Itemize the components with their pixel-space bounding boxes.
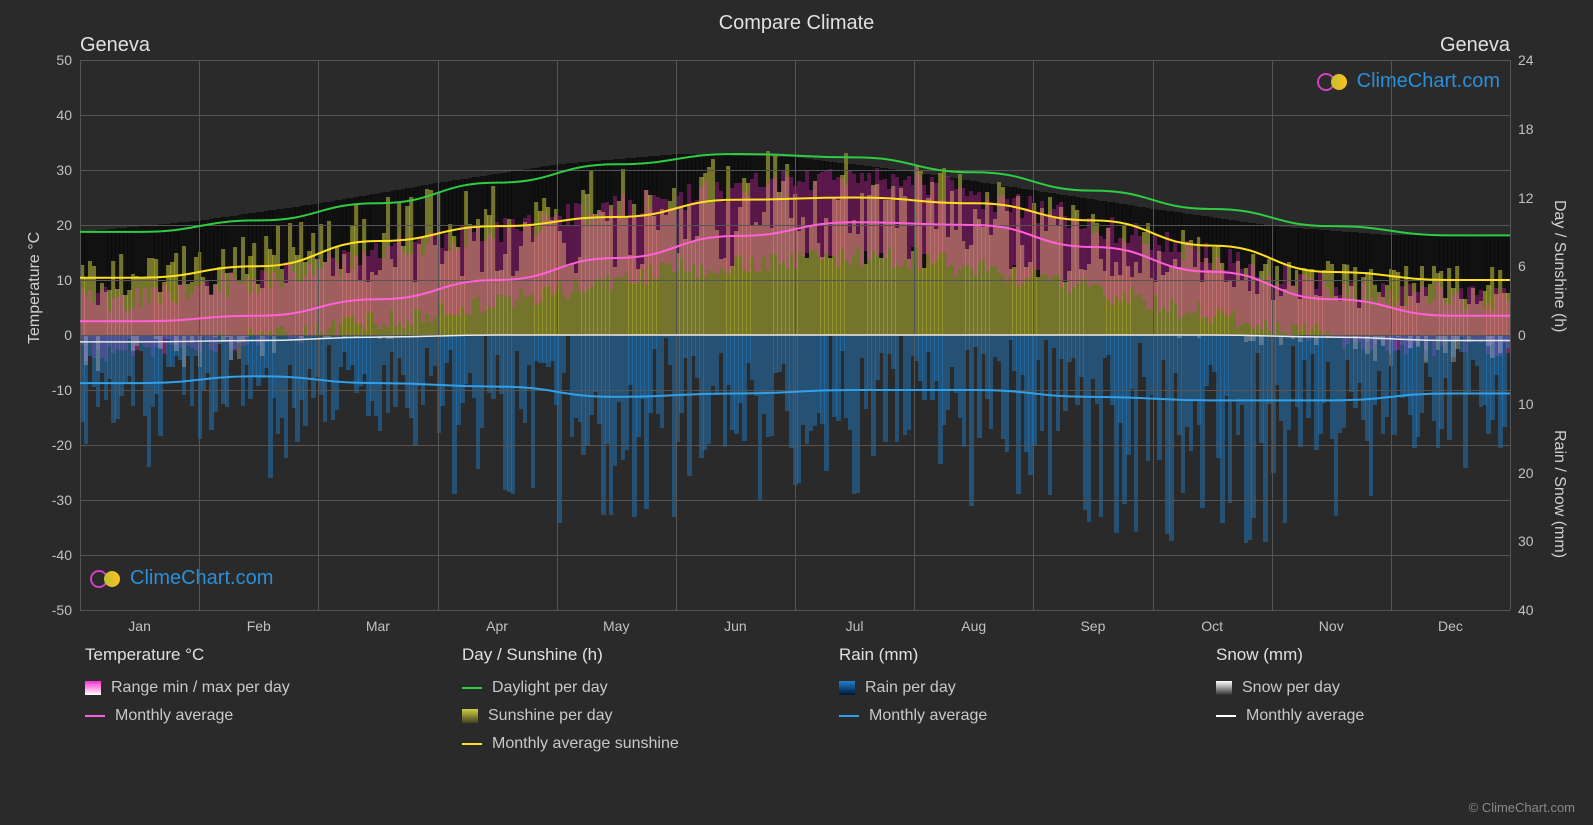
x-tick-month: Jun	[724, 610, 747, 634]
y-tick-right: 24	[1510, 52, 1534, 68]
legend-swatch	[839, 681, 855, 695]
y-axis-left-label: Temperature °C	[26, 232, 44, 344]
chart-title: Compare Climate	[0, 0, 1593, 35]
y-tick-right: 20	[1510, 465, 1534, 481]
legend-label: Range min / max per day	[111, 679, 290, 697]
legend-item: Monthly average	[1216, 707, 1533, 725]
legend-label: Rain per day	[865, 679, 956, 697]
legend-label: Snow per day	[1242, 679, 1340, 697]
legend-item: Daylight per day	[462, 679, 779, 697]
y-axis-right-top-label: Day / Sunshine (h)	[1550, 200, 1568, 333]
watermark-text: ClimeChart.com	[130, 567, 273, 590]
y-tick-left: -10	[52, 382, 80, 398]
y-tick-right: 0	[1510, 327, 1526, 343]
legend-title: Day / Sunshine (h)	[462, 645, 779, 665]
y-tick-right: 30	[1510, 533, 1534, 549]
legend-swatch	[839, 715, 859, 717]
y-tick-right: 10	[1510, 396, 1534, 412]
legend-item: Rain per day	[839, 679, 1156, 697]
x-tick-month: Dec	[1438, 610, 1463, 634]
legend-label: Monthly average sunshine	[492, 735, 679, 753]
x-tick-month: May	[603, 610, 629, 634]
legend-swatch	[85, 715, 105, 717]
x-tick-month: Mar	[366, 610, 390, 634]
legend-item: Sunshine per day	[462, 707, 779, 725]
legend-item: Monthly average	[85, 707, 402, 725]
y-tick-left: -30	[52, 492, 80, 508]
legend-item: Range min / max per day	[85, 679, 402, 697]
legend-swatch	[462, 687, 482, 689]
legend-item: Snow per day	[1216, 679, 1533, 697]
y-axis-right-bottom-label: Rain / Snow (mm)	[1550, 430, 1568, 558]
y-tick-left: 20	[56, 217, 80, 233]
x-tick-month: Feb	[247, 610, 271, 634]
legend-swatch	[1216, 681, 1232, 695]
y-tick-right: 6	[1510, 258, 1526, 274]
x-tick-month: Aug	[961, 610, 986, 634]
legend-group: Rain (mm) Rain per day Monthly average	[839, 645, 1156, 763]
legend-swatch	[462, 743, 482, 745]
x-tick-month: Jan	[128, 610, 151, 634]
y-tick-left: 40	[56, 107, 80, 123]
legend-group: Day / Sunshine (h) Daylight per day Sunshi…	[462, 645, 779, 763]
legend-swatch	[462, 709, 478, 723]
watermark-text: ClimeChart.com	[1357, 70, 1500, 93]
watermark-logo-icon	[1317, 71, 1351, 93]
legend-label: Monthly average	[115, 707, 233, 725]
y-tick-left: 10	[56, 272, 80, 288]
x-tick-month: Jul	[846, 610, 864, 634]
city-label-left: Geneva	[80, 34, 150, 57]
legend-title: Snow (mm)	[1216, 645, 1533, 665]
legend-title: Temperature °C	[85, 645, 402, 665]
legend-group: Snow (mm) Snow per day Monthly average	[1216, 645, 1533, 763]
legend-label: Monthly average	[1246, 707, 1364, 725]
legend-label: Daylight per day	[492, 679, 608, 697]
legend-item: Monthly average sunshine	[462, 735, 779, 753]
legend-swatch	[85, 681, 101, 695]
watermark-logo-icon	[90, 568, 124, 590]
x-tick-month: Oct	[1201, 610, 1223, 634]
x-tick-month: Sep	[1080, 610, 1105, 634]
legend-group: Temperature °C Range min / max per day Mon…	[85, 645, 402, 763]
y-tick-left: 30	[56, 162, 80, 178]
y-tick-left: -20	[52, 437, 80, 453]
legend-label: Monthly average	[869, 707, 987, 725]
y-tick-right: 18	[1510, 121, 1534, 137]
plot-area: Geneva Geneva -50-40-30-20-1001020304050…	[80, 60, 1510, 610]
watermark-bottom: ClimeChart.com	[90, 567, 273, 590]
y-tick-left: -40	[52, 547, 80, 563]
legend-swatch	[1216, 715, 1236, 717]
legend: Temperature °C Range min / max per day Mon…	[85, 645, 1533, 763]
x-tick-month: Nov	[1319, 610, 1344, 634]
y-tick-left: 50	[56, 52, 80, 68]
y-tick-left: 0	[64, 327, 80, 343]
y-tick-right: 12	[1510, 190, 1534, 206]
legend-item: Monthly average	[839, 707, 1156, 725]
legend-title: Rain (mm)	[839, 645, 1156, 665]
legend-label: Sunshine per day	[488, 707, 613, 725]
y-tick-right: 40	[1510, 602, 1534, 618]
watermark-top: ClimeChart.com	[1317, 70, 1500, 93]
x-tick-month: Apr	[486, 610, 508, 634]
y-tick-left: -50	[52, 602, 80, 618]
city-label-right: Geneva	[1440, 34, 1510, 57]
copyright: © ClimeChart.com	[1469, 800, 1575, 815]
